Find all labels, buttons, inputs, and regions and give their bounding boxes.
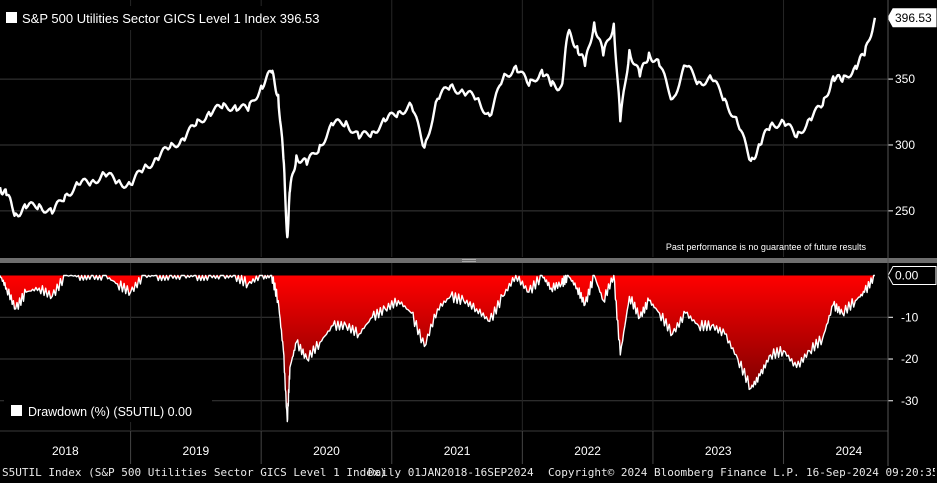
- chart-footer: S5UTIL Index (S&P 500 Utilities Sector G…: [2, 466, 935, 482]
- drawdown-last-value-text: 0.00: [895, 269, 919, 283]
- separator-grip-icon[interactable]: [462, 259, 476, 260]
- x-axis-label: 2019: [183, 444, 210, 458]
- x-axis: 2018 2019 2020 2021 2022 2023 2024: [0, 430, 888, 464]
- x-axis-label: 2020: [313, 444, 340, 458]
- drawdown-legend-label: Drawdown (%) (S5UTIL) 0.00: [28, 405, 192, 419]
- price-legend-swatch: [6, 12, 17, 23]
- price-y-ticks: 250 300 350: [888, 72, 915, 218]
- disclaimer-text: Past performance is no guarantee of futu…: [666, 242, 867, 252]
- footer-timestamp: 16-Sep-2024 09:20:35: [806, 466, 935, 479]
- price-legend-label: S&P 500 Utilities Sector GICS Level 1 In…: [22, 11, 320, 26]
- drawdown-last-value-tag: 0.00: [887, 266, 937, 286]
- footer-range: Daily 01JAN2018-16SEP2024: [368, 466, 534, 479]
- chart-svg: 250 300 350 S&P 500 Utilities Sector GICS …: [0, 0, 937, 466]
- price-tick-label: 250: [895, 204, 915, 218]
- x-axis-label: 2021: [444, 444, 471, 458]
- drawdown-area: [0, 275, 875, 422]
- x-axis-label: 2018: [52, 444, 79, 458]
- price-tick-label: 300: [895, 138, 915, 152]
- footer-ticker: S5UTIL Index (S&P 500 Utilities Sector G…: [2, 466, 387, 479]
- x-axis-label: 2024: [835, 444, 862, 458]
- drawdown-y-ticks: -10 -20 -30: [888, 275, 919, 408]
- drawdown-tick-label: -20: [901, 352, 919, 366]
- price-year-dividers: [130, 0, 785, 257]
- price-series-line: [0, 17, 877, 239]
- x-axis-label: 2023: [705, 444, 732, 458]
- separator-grip-icon-line: [462, 261, 476, 262]
- x-axis-dividers: [130, 431, 785, 464]
- drawdown-legend-swatch: [11, 405, 22, 416]
- price-legend-box: [0, 6, 342, 30]
- price-gridlines: [0, 78, 888, 212]
- drawdown-tick-label: -30: [901, 394, 919, 408]
- drawdown-series-line: [0, 274, 875, 423]
- x-axis-labels: 2018 2019 2020 2021 2022 2023 2024: [52, 444, 863, 458]
- drawdown-panel: -10 -20 -30 Drawdown (%) (S5UTIL) 0.00 0.0…: [0, 263, 937, 430]
- price-tick-label: 350: [895, 72, 915, 86]
- price-last-value-tag: 396.53: [887, 8, 937, 28]
- panel-separator: [0, 258, 937, 263]
- price-last-value-text: 396.53: [895, 11, 932, 25]
- price-panel: 250 300 350 S&P 500 Utilities Sector GICS …: [0, 0, 937, 257]
- drawdown-legend-box: [4, 400, 212, 422]
- drawdown-tick-label: -10: [901, 310, 919, 324]
- x-axis-label: 2022: [574, 444, 601, 458]
- footer-copyright: Copyright© 2024 Bloomberg Finance L.P.: [548, 466, 800, 479]
